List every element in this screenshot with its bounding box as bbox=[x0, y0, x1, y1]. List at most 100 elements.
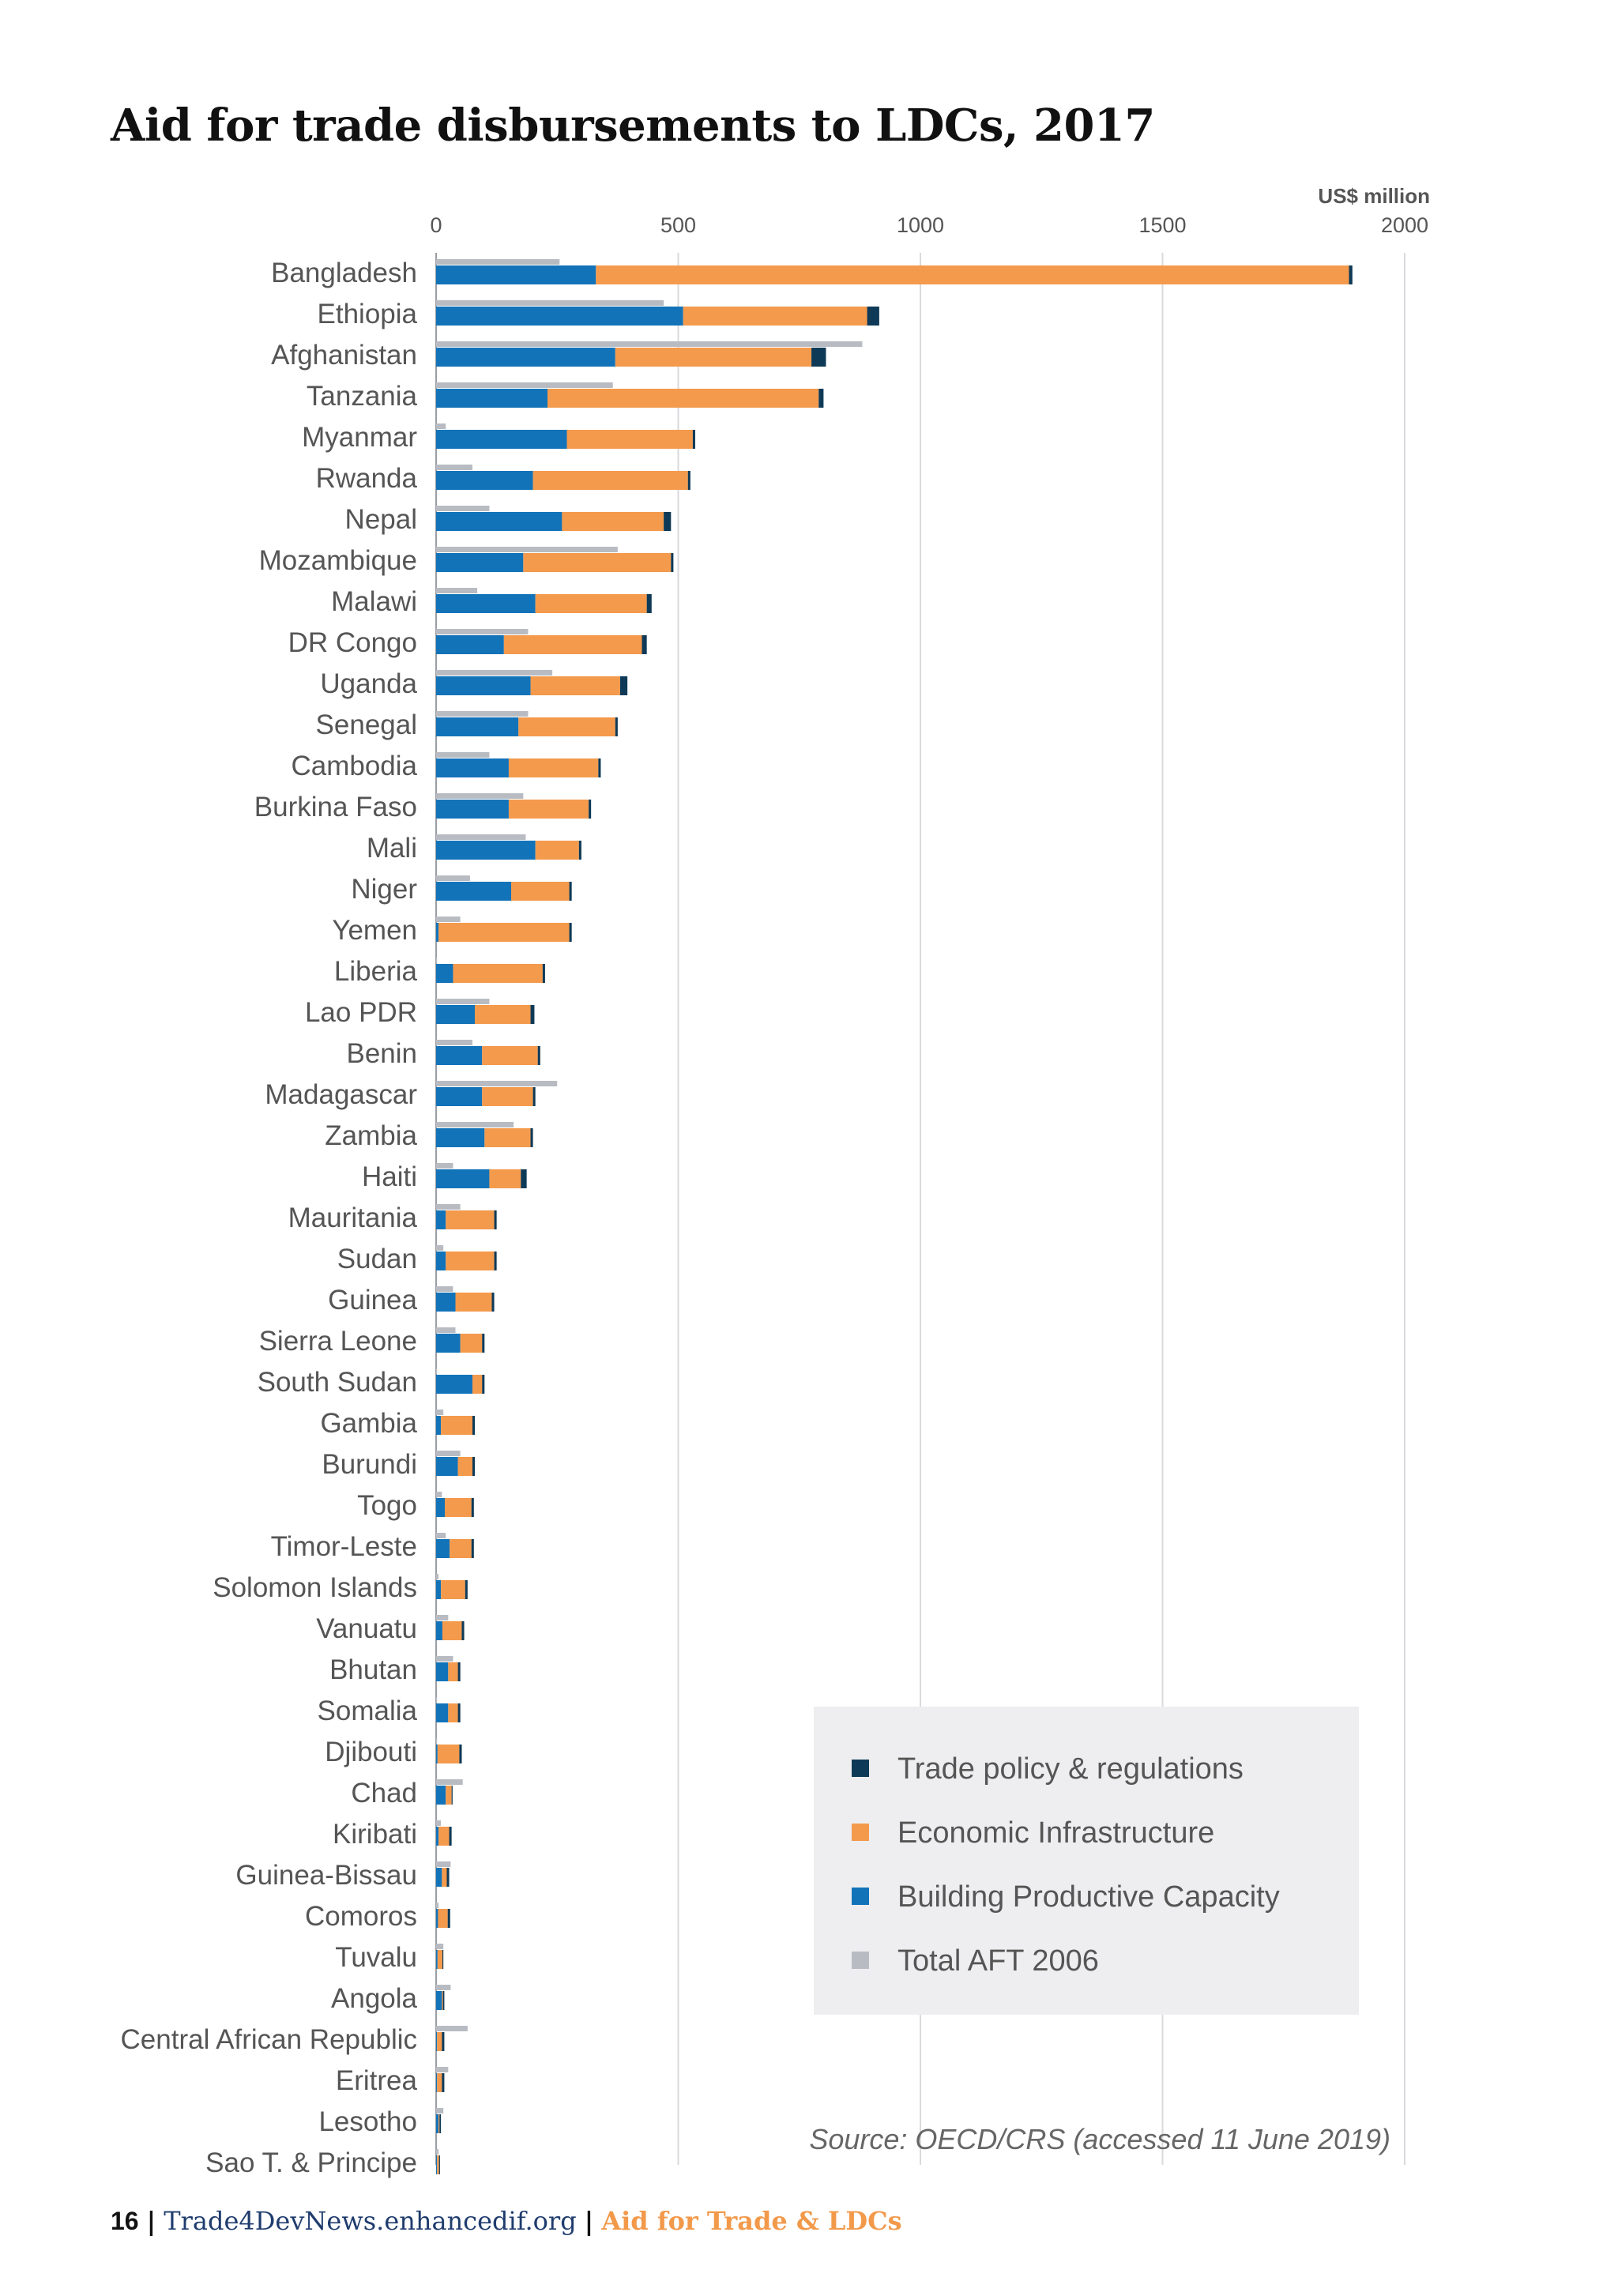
aft-2006-bar bbox=[436, 1985, 451, 1990]
bar-segment bbox=[437, 2032, 442, 2051]
bar-segment bbox=[450, 1539, 472, 1558]
bar-segment bbox=[442, 2032, 445, 2051]
bar-segment bbox=[569, 923, 572, 942]
bar-segment bbox=[437, 1745, 460, 1763]
bar-segment bbox=[511, 882, 570, 901]
aft-2006-bar bbox=[436, 382, 613, 388]
bar-segment bbox=[532, 471, 688, 490]
bar-segment bbox=[619, 676, 628, 695]
bar-segment bbox=[436, 1909, 438, 1928]
bar-segment bbox=[436, 1334, 461, 1353]
aft-2006-bar bbox=[436, 1204, 461, 1210]
bar-segment bbox=[436, 389, 547, 408]
chart-title: Aid for trade disbursements to LDCs, 201… bbox=[111, 100, 1155, 152]
aft-2006-bar bbox=[436, 629, 529, 634]
bar-segment bbox=[455, 1293, 492, 1312]
aft-2006-bar bbox=[436, 1327, 456, 1333]
footer-separator-2: | bbox=[584, 2206, 594, 2236]
aft-2006-bar bbox=[436, 2067, 449, 2072]
category-label: Mozambique bbox=[259, 545, 417, 576]
bar-segment bbox=[436, 1375, 472, 1394]
bar-segment bbox=[687, 471, 690, 490]
aft-2006-bar bbox=[436, 999, 490, 1004]
bar-segment bbox=[436, 758, 509, 777]
aft-2006-bar bbox=[436, 1368, 438, 1374]
bar-segment bbox=[436, 1621, 442, 1640]
category-label: Afghanistan bbox=[271, 340, 417, 371]
bar-segment bbox=[453, 964, 543, 983]
bar-segment bbox=[472, 1416, 476, 1435]
bar-segment bbox=[436, 2155, 438, 2174]
category-label: Lesotho bbox=[318, 2106, 417, 2137]
x-tick-label: 2000 bbox=[1381, 213, 1428, 237]
bar-segment bbox=[482, 1375, 485, 1394]
bar-segment bbox=[436, 1457, 458, 1476]
aft-2006-bar bbox=[436, 588, 478, 593]
category-label: Guinea bbox=[328, 1285, 417, 1315]
x-tick-label: 0 bbox=[430, 213, 442, 237]
category-label: Cambodia bbox=[291, 751, 417, 781]
bar-segment bbox=[436, 635, 504, 654]
bar-segment bbox=[436, 800, 509, 819]
bar-segment bbox=[436, 964, 453, 983]
bar-segment bbox=[562, 512, 664, 531]
legend-swatch bbox=[852, 1760, 869, 1777]
bar-segment bbox=[489, 1169, 521, 1188]
category-label: Senegal bbox=[316, 710, 417, 740]
page-number: 16 bbox=[111, 2207, 139, 2235]
legend-swatch bbox=[852, 1888, 869, 1905]
category-label: Chad bbox=[351, 1778, 417, 1809]
bar-segment bbox=[439, 2114, 442, 2133]
bar-segment bbox=[436, 676, 531, 695]
category-label: Sierra Leone bbox=[259, 1326, 417, 1357]
bar-segment bbox=[451, 1786, 453, 1805]
aft-2006-bar bbox=[436, 259, 560, 265]
category-label: Liberia bbox=[334, 956, 418, 987]
aft-2006-bar bbox=[436, 1286, 453, 1292]
bar-segment bbox=[472, 1457, 476, 1476]
aft-2006-bar bbox=[436, 1040, 472, 1045]
aft-2006-bar bbox=[436, 1574, 439, 1579]
aft-2006-bar bbox=[436, 465, 472, 470]
bar-segment bbox=[457, 1662, 461, 1681]
x-tick-label: 500 bbox=[660, 213, 696, 237]
category-label: Benin bbox=[346, 1038, 417, 1069]
bar-segment bbox=[448, 1703, 458, 1722]
bar-segment bbox=[457, 1703, 461, 1722]
bar-segment bbox=[532, 1087, 536, 1106]
category-label: DR Congo bbox=[288, 627, 417, 658]
bar-segment bbox=[442, 1991, 445, 2010]
bar-segment bbox=[438, 923, 570, 942]
aft-2006-bar bbox=[436, 875, 470, 881]
category-label: Guinea-Bissau bbox=[235, 1860, 417, 1891]
category-label: Malawi bbox=[331, 586, 417, 617]
category-label: Haiti bbox=[362, 1161, 417, 1192]
bar-segment bbox=[446, 1786, 452, 1805]
aft-2006-bar bbox=[436, 793, 524, 799]
aft-2006-bar bbox=[436, 1820, 442, 1826]
bar-segment bbox=[436, 1539, 450, 1558]
bar-segment bbox=[535, 841, 579, 860]
footer-site-link[interactable]: Trade4DevNews.enhancedif.org bbox=[164, 2206, 577, 2236]
bar-segment bbox=[436, 1046, 483, 1065]
bar-segment bbox=[615, 348, 812, 367]
bar-segment bbox=[436, 594, 536, 613]
bar-segment bbox=[436, 2073, 438, 2092]
category-label: Sao T. & Principe bbox=[205, 2147, 417, 2178]
bar-segment bbox=[646, 594, 652, 613]
bar-segment bbox=[437, 1950, 442, 1969]
bar-segment bbox=[436, 1498, 446, 1517]
bar-segment bbox=[441, 1580, 465, 1599]
category-label: Gambia bbox=[320, 1408, 417, 1439]
bar-segment bbox=[436, 923, 439, 942]
category-label: Angola bbox=[331, 1983, 418, 2014]
bar-segment bbox=[598, 758, 601, 777]
bar-segment bbox=[508, 758, 599, 777]
bar-segment bbox=[436, 430, 567, 449]
bar-segment bbox=[436, 1745, 438, 1763]
category-label: Togo bbox=[357, 1490, 417, 1521]
category-label: Timor-Leste bbox=[271, 1531, 417, 1562]
bar-segment bbox=[472, 1375, 483, 1394]
category-label: Burundi bbox=[322, 1449, 417, 1480]
